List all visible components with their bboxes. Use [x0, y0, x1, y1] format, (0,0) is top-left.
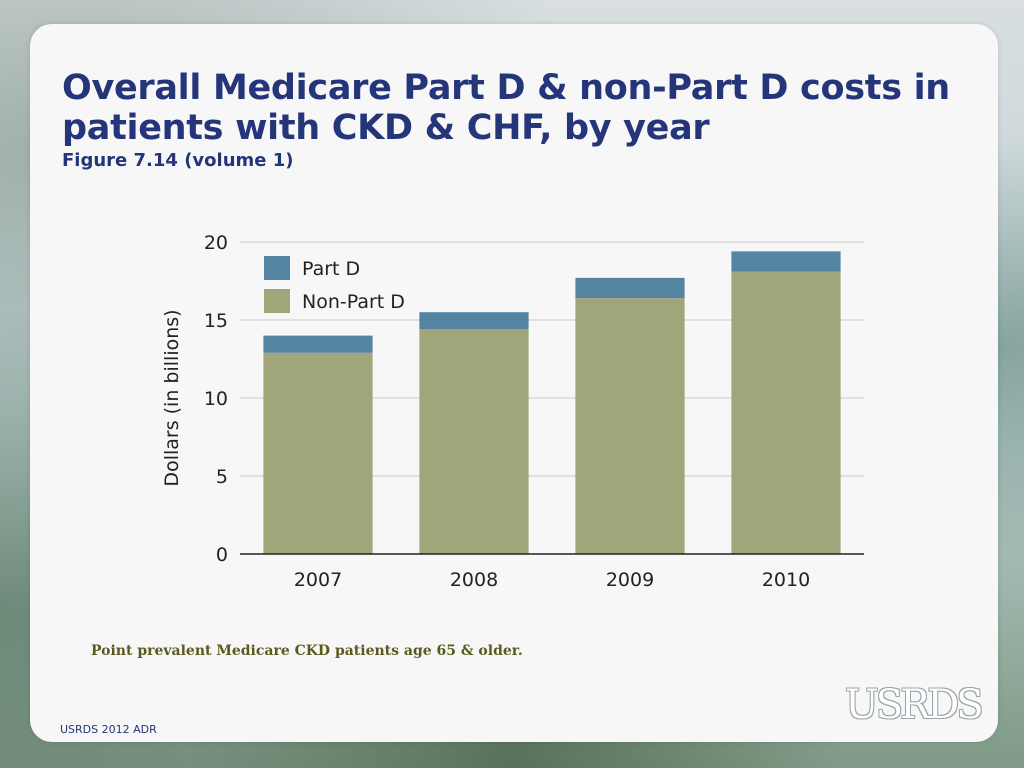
bar-part-d-2010 [731, 251, 841, 272]
y-tick-label: 15 [204, 310, 228, 332]
legend: Part D Non-Part D [264, 256, 405, 313]
slide-title: Overall Medicare Part D & non-Part D cos… [62, 68, 950, 148]
bar-part-d-2009 [575, 277, 685, 299]
stacked-bar-chart: 0 5 10 15 20 2007 2008 2009 2010 Part D Non-Part… [161, 232, 864, 591]
x-tick-label: 2009 [606, 569, 654, 591]
x-tick-label: 2008 [450, 569, 498, 591]
y-tick-label: 10 [204, 388, 228, 410]
bar-non-part-d-2007 [263, 352, 373, 554]
bar-non-part-d-2008 [419, 329, 529, 554]
y-tick-label: 20 [204, 232, 228, 254]
usrds-logo: USRDS [845, 682, 984, 728]
x-tick-label: 2010 [762, 569, 810, 591]
legend-label-part-d: Part D [302, 258, 360, 280]
legend-swatch-non-part-d [264, 289, 290, 313]
y-tick-label: 0 [216, 544, 228, 566]
footnote: Point prevalent Medicare CKD patients ag… [91, 643, 523, 659]
bars [263, 251, 841, 554]
bar-non-part-d-2009 [575, 298, 685, 554]
bar-part-d-2008 [419, 312, 529, 330]
legend-label-non-part-d: Non-Part D [302, 291, 405, 313]
y-tick-label: 5 [216, 466, 228, 488]
bar-non-part-d-2010 [731, 271, 841, 554]
footer-source: USRDS 2012 ADR [60, 723, 157, 736]
legend-swatch-part-d [264, 256, 290, 280]
axes: 0 5 10 15 20 2007 2008 2009 2010 [204, 232, 864, 591]
y-axis-label: Dollars (in billions) [161, 309, 183, 486]
bar-part-d-2007 [263, 335, 373, 353]
figure-reference: Figure 7.14 (volume 1) [62, 150, 294, 171]
x-tick-label: 2007 [294, 569, 342, 591]
